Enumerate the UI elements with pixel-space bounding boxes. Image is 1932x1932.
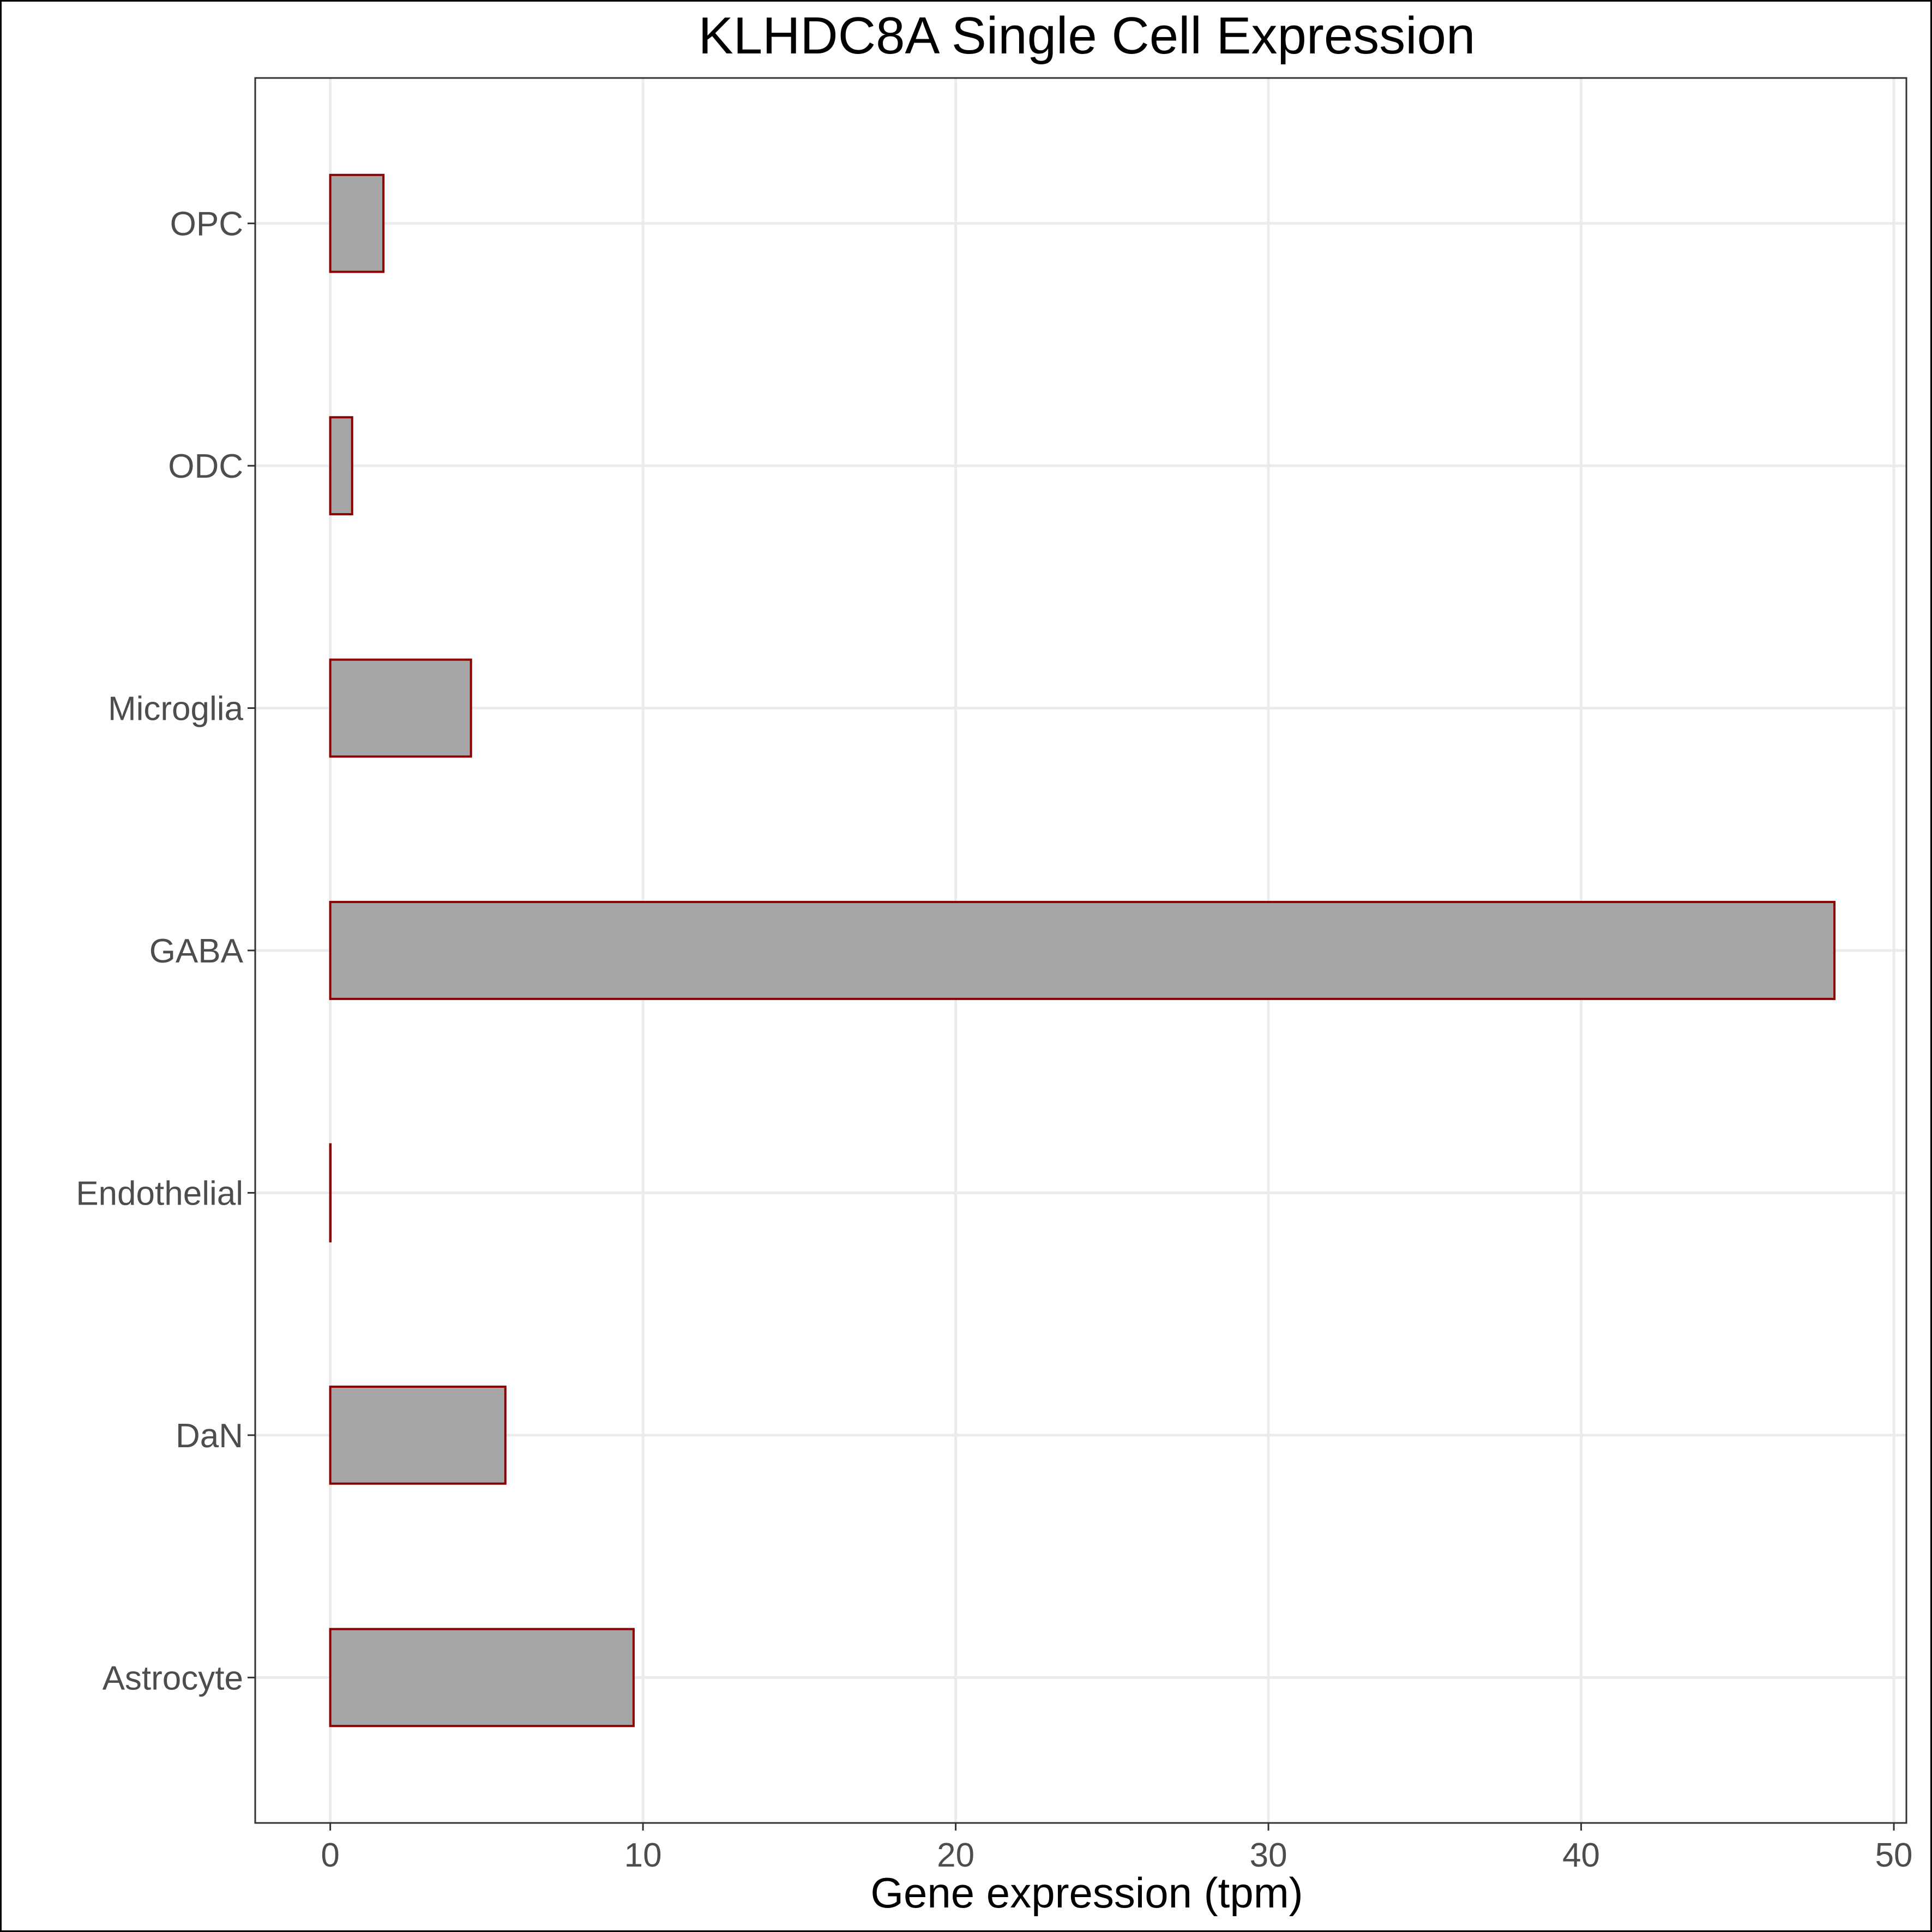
bar-dan bbox=[329, 1386, 507, 1485]
bar-layer bbox=[329, 173, 1836, 1728]
bar-opc bbox=[329, 173, 385, 273]
x-tick-label: 40 bbox=[1562, 1837, 1600, 1874]
bar-astrocyte bbox=[329, 1628, 635, 1728]
y-tick-label: GABA bbox=[149, 932, 244, 970]
y-tick-label: Microglia bbox=[108, 690, 244, 728]
bar-microglia bbox=[329, 658, 472, 758]
bar-endothelial bbox=[329, 1143, 332, 1243]
y-tick-label: DaN bbox=[176, 1417, 243, 1455]
x-tick-label: 0 bbox=[321, 1837, 339, 1874]
axis-layer: 0 10 20 30 40 50 Astrocyte DaN Endothelial GABA Mi… bbox=[76, 206, 1912, 1874]
chart-title: KLHDC8A Single Cell Expression bbox=[699, 7, 1476, 65]
x-tick-label: 30 bbox=[1250, 1837, 1287, 1874]
y-tick-label: OPC bbox=[170, 206, 243, 243]
bar-odc bbox=[329, 416, 353, 515]
x-tick-label: 10 bbox=[624, 1837, 662, 1874]
bar-gaba bbox=[329, 901, 1836, 1000]
y-tick-label: Astrocyte bbox=[103, 1659, 243, 1697]
x-tick-label: 20 bbox=[937, 1837, 974, 1874]
y-tick-label: Endothelial bbox=[76, 1175, 243, 1212]
x-axis-label: Gene expression (tpm) bbox=[870, 1869, 1303, 1917]
y-tick-label: ODC bbox=[168, 448, 243, 485]
x-tick-label: 50 bbox=[1875, 1837, 1913, 1874]
